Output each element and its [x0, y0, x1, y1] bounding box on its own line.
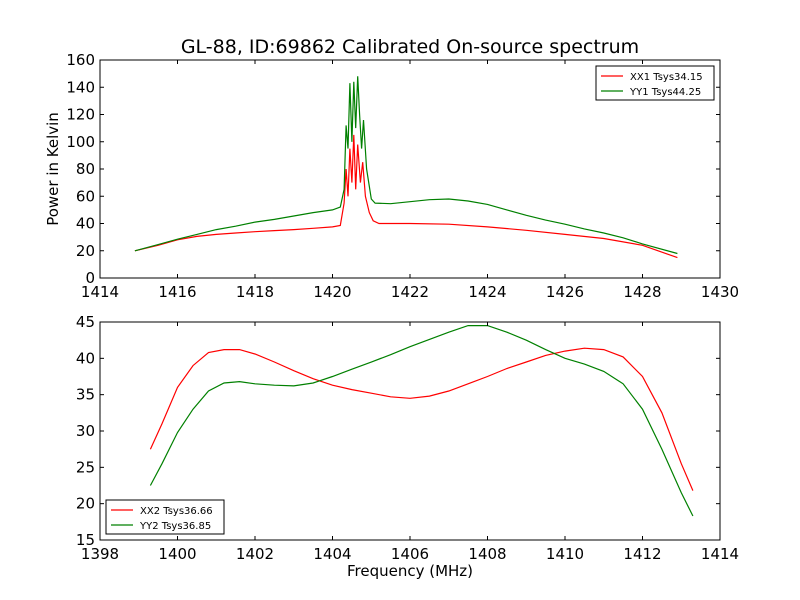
top-y-tick-label: 20	[76, 242, 95, 260]
bottom-y-tick-label: 20	[76, 495, 95, 513]
bottom-x-tick-label: 1408	[468, 545, 506, 563]
bottom-plot: 1398 1400 1402 1404 1406 1408 1410 1412 1414 15 20…	[76, 313, 739, 563]
top-y-tick-label: 80	[76, 160, 95, 178]
top-y-tick-label: 100	[66, 133, 95, 151]
bottom-x-tick-label: 1402	[236, 545, 274, 563]
bottom-x-tick-label: 1410	[546, 545, 584, 563]
bottom-x-tick-label: 1412	[623, 545, 661, 563]
top-x-tick-label: 1428	[623, 283, 661, 301]
bottom-legend-box	[105, 499, 225, 535]
bottom-x-tick-label: 1400	[158, 545, 196, 563]
bottom-x-tick-label: 1404	[313, 545, 351, 563]
bottom-legend-label-0: XX2 Tsys36.66	[140, 506, 213, 517]
top-x-tick-label: 1418	[236, 283, 274, 301]
top-legend: XX1 Tsys34.15 YY1 Tsys44.25	[595, 65, 715, 101]
chart-title: GL-88, ID:69862 Calibrated On-source spe…	[181, 36, 639, 58]
bottom-y-tick-label: 35	[76, 386, 95, 404]
top-x-tick-label: 1426	[546, 283, 584, 301]
top-plot: 1414 1416 1418 1420 1422 1424 1426 1428 1430 0 20 4…	[66, 51, 739, 301]
top-legend-label-1: YY1 Tsys44.25	[629, 87, 701, 98]
top-y-tick-label: 140	[66, 78, 95, 96]
bottom-y-tick-label: 30	[76, 422, 95, 440]
top-x-tick-label: 1422	[391, 283, 429, 301]
bottom-y-tick-label: 40	[76, 349, 95, 367]
top-x-tick-label: 1424	[468, 283, 506, 301]
bottom-series-line-0	[149, 347, 694, 491]
top-y-tick-label: 40	[76, 215, 95, 233]
bottom-legend: XX2 Tsys36.66 YY2 Tsys36.85	[105, 499, 225, 535]
bottom-legend-label-1: YY2 Tsys36.85	[139, 521, 211, 532]
bottom-series-line-1	[149, 325, 694, 517]
top-x-tick-label: 1414	[81, 283, 119, 301]
top-legend-box	[595, 65, 715, 101]
bottom-y-tick-label: 25	[76, 458, 95, 476]
bottom-x-tick-label: 1398	[81, 545, 119, 563]
bottom-y-tick-label: 45	[76, 313, 95, 331]
top-x-tick-label: 1416	[158, 283, 196, 301]
top-x-tick-label: 1430	[701, 283, 739, 301]
top-series-line-0	[134, 134, 678, 259]
top-x-tick-label: 1420	[313, 283, 351, 301]
top-y-tick-label: 120	[66, 106, 95, 124]
top-y-tick-label: 160	[66, 51, 95, 69]
bottom-x-tick-label: 1406	[391, 545, 429, 563]
top-legend-label-0: XX1 Tsys34.15	[630, 72, 703, 83]
bottom-x-tick-label: 1414	[701, 545, 739, 563]
bottom-y-tick-label: 15	[76, 531, 95, 549]
top-y-axis-label: Power in Kelvin	[44, 112, 62, 226]
top-series-line-1	[134, 76, 678, 255]
top-y-tick-label: 60	[76, 187, 95, 205]
top-y-tick-label: 0	[85, 269, 95, 287]
bottom-x-axis-label: Frequency (MHz)	[347, 562, 473, 580]
